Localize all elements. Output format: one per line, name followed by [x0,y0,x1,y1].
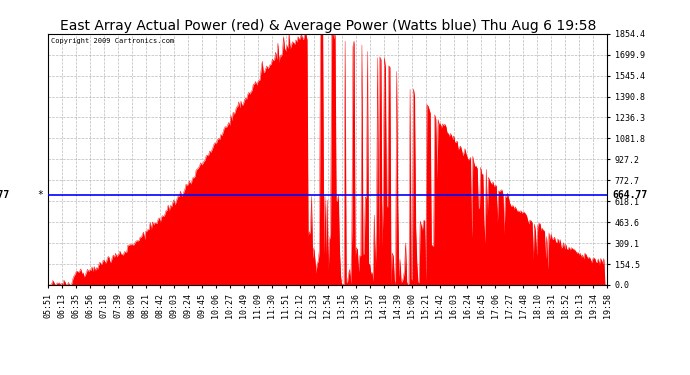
Text: 664.77: 664.77 [613,190,648,200]
Title: East Array Actual Power (red) & Average Power (Watts blue) Thu Aug 6 19:58: East Array Actual Power (red) & Average … [59,19,596,33]
Text: 664.77: 664.77 [0,190,10,200]
Text: Copyright 2009 Cartronics.com: Copyright 2009 Cartronics.com [51,38,175,44]
Text: *: * [37,190,43,200]
